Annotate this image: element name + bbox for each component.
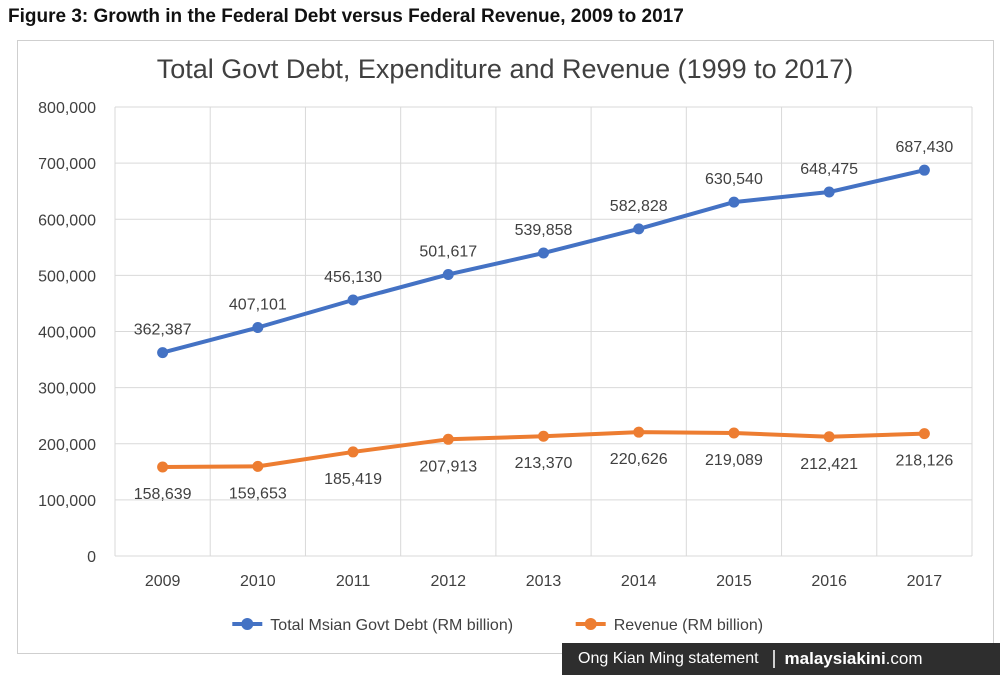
y-tick-label: 200,000 <box>38 437 96 454</box>
data-point[interactable] <box>252 322 264 334</box>
x-tick-label: 2016 <box>811 573 847 590</box>
data-point[interactable] <box>157 347 169 359</box>
data-point[interactable] <box>918 164 930 176</box>
data-labels: 362,387 407,101 456,130 501,617 539,858 582,8… <box>134 139 954 503</box>
y-tick-label: 600,000 <box>38 212 96 229</box>
legend-label: Revenue (RM billion) <box>614 617 763 634</box>
data-label: 218,126 <box>895 453 953 470</box>
data-label: 212,421 <box>800 456 858 473</box>
legend-swatch-marker <box>584 618 597 630</box>
legend-label: Total Msian Govt Debt (RM billion) <box>270 617 513 634</box>
data-point[interactable] <box>157 461 169 473</box>
data-label: 219,089 <box>705 452 763 469</box>
data-point[interactable] <box>633 426 645 438</box>
x-tick-label: 2013 <box>526 573 562 590</box>
data-label: 539,858 <box>515 222 573 239</box>
credit-bar: Ong Kian Ming statement malaysiakini.com <box>562 643 1000 675</box>
x-tick-label: 2015 <box>716 573 752 590</box>
data-point[interactable] <box>823 186 835 198</box>
site-brand-domain: .com <box>885 649 923 668</box>
axis-labels: 0 100,000 200,000 300,000 400,000 500,000 600,… <box>38 100 942 590</box>
x-tick-label: 2012 <box>430 573 466 590</box>
legend-swatch-marker <box>241 618 254 630</box>
figure-caption: Figure 3: Growth in the Federal Debt ver… <box>8 6 684 27</box>
series-lines <box>157 164 930 473</box>
data-point[interactable] <box>918 428 930 440</box>
data-label: 407,101 <box>229 297 287 314</box>
series-line-0 <box>160 168 927 355</box>
data-point[interactable] <box>442 433 454 445</box>
data-point[interactable] <box>347 446 359 458</box>
x-tick-label: 2009 <box>145 573 181 590</box>
legend-item[interactable]: Revenue (RM billion) <box>575 617 763 634</box>
y-tick-label: 500,000 <box>38 268 96 285</box>
data-label: 207,913 <box>419 458 477 475</box>
data-label: 185,419 <box>324 471 382 488</box>
y-tick-label: 800,000 <box>38 100 96 117</box>
y-tick-label: 100,000 <box>38 493 96 510</box>
data-label: 648,475 <box>800 161 858 178</box>
data-label: 213,370 <box>515 455 573 472</box>
data-point[interactable] <box>823 431 835 443</box>
data-point[interactable] <box>442 268 454 280</box>
legend: Total Msian Govt Debt (RM billion) Revenu… <box>232 617 763 634</box>
gridlines <box>114 106 973 557</box>
x-tick-label: 2014 <box>621 573 657 590</box>
data-point[interactable] <box>633 223 645 235</box>
data-point[interactable] <box>728 196 740 208</box>
x-tick-label: 2017 <box>907 573 943 590</box>
data-label: 158,639 <box>134 486 192 503</box>
site-brand-name: malaysiakini <box>784 649 886 668</box>
site-brand[interactable]: malaysiakini.com <box>775 649 923 669</box>
y-tick-label: 300,000 <box>38 381 96 398</box>
data-label: 362,387 <box>134 322 192 339</box>
data-label: 582,828 <box>610 198 668 215</box>
chart-frame: Total Govt Debt, Expenditure and Revenue… <box>17 40 994 654</box>
data-label: 687,430 <box>895 139 953 156</box>
data-label: 630,540 <box>705 171 763 188</box>
data-point[interactable] <box>252 460 264 472</box>
data-label: 220,626 <box>610 451 668 468</box>
credit-statement: Ong Kian Ming statement <box>562 650 775 668</box>
data-point[interactable] <box>728 427 740 439</box>
data-point[interactable] <box>347 294 359 306</box>
chart-title: Total Govt Debt, Expenditure and Revenue… <box>157 54 853 84</box>
y-tick-label: 700,000 <box>38 156 96 173</box>
data-label: 159,653 <box>229 485 287 502</box>
legend-item[interactable]: Total Msian Govt Debt (RM billion) <box>232 617 513 634</box>
data-label: 456,130 <box>324 269 382 286</box>
y-tick-label: 0 <box>87 549 96 566</box>
line-chart: Total Govt Debt, Expenditure and Revenue… <box>38 54 973 634</box>
data-point[interactable] <box>538 247 549 259</box>
data-point[interactable] <box>538 430 549 442</box>
data-label: 501,617 <box>419 243 477 260</box>
x-tick-label: 2010 <box>240 573 276 590</box>
x-tick-label: 2011 <box>336 573 371 590</box>
y-tick-label: 400,000 <box>38 325 96 342</box>
